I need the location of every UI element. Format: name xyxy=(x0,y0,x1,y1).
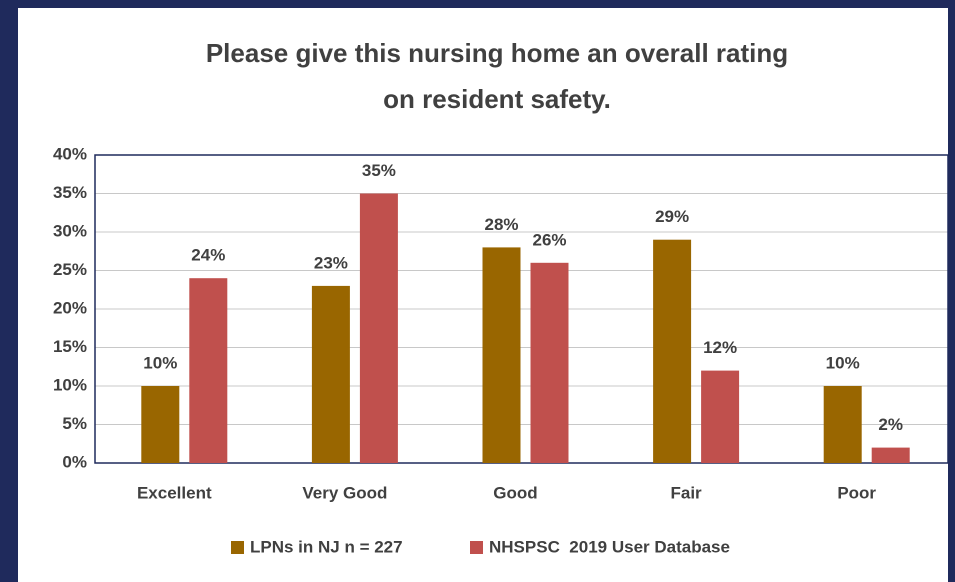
y-tick-label: 40% xyxy=(53,144,87,163)
value-label: 26% xyxy=(532,230,566,249)
x-tick-label: Fair xyxy=(671,483,703,502)
legend-label: NHSPSC 2019 User Database xyxy=(489,537,730,556)
bar xyxy=(871,447,910,463)
x-tick-label: Good xyxy=(493,483,537,502)
bar xyxy=(530,262,569,463)
value-label: 12% xyxy=(703,338,737,357)
value-label: 24% xyxy=(191,246,225,265)
y-tick-label: 35% xyxy=(53,183,87,202)
y-tick-label: 15% xyxy=(53,337,87,356)
x-tick-label: Very Good xyxy=(302,483,387,502)
y-tick-label: 0% xyxy=(62,452,87,471)
x-tick-label: Excellent xyxy=(137,483,212,502)
legend-swatch xyxy=(231,541,244,554)
value-label: 10% xyxy=(143,353,177,372)
y-tick-label: 30% xyxy=(53,221,87,240)
bar xyxy=(189,278,228,463)
x-tick-label: Poor xyxy=(837,483,876,502)
chart-title: on resident safety. xyxy=(383,84,611,114)
bar xyxy=(653,239,692,463)
value-label: 29% xyxy=(655,207,689,226)
value-label: 10% xyxy=(826,353,860,372)
legend-label: LPNs in NJ n = 227 xyxy=(250,537,403,556)
plot-border xyxy=(94,154,949,464)
value-label: 35% xyxy=(362,161,396,180)
value-label: 2% xyxy=(878,415,903,434)
y-tick-label: 20% xyxy=(53,298,87,317)
bar xyxy=(359,193,398,463)
legend-swatch xyxy=(470,541,483,554)
bar xyxy=(141,386,180,463)
chart-title: Please give this nursing home an overall… xyxy=(206,38,788,68)
bar xyxy=(311,285,350,463)
bar xyxy=(823,386,862,463)
bar xyxy=(482,247,521,463)
y-tick-label: 25% xyxy=(53,260,87,279)
y-tick-label: 10% xyxy=(53,375,87,394)
y-tick-label: 5% xyxy=(62,414,87,433)
bar xyxy=(701,370,740,463)
value-label: 23% xyxy=(314,253,348,272)
value-label: 28% xyxy=(484,215,518,234)
